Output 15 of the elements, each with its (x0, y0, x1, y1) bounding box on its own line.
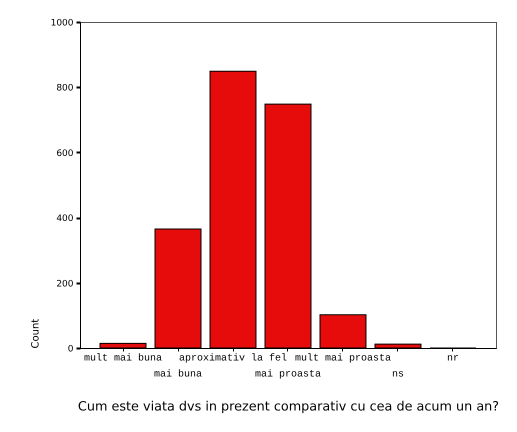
y-tick-label: 200 (56, 279, 74, 290)
y-tick-label: 400 (56, 214, 74, 224)
x-tick-label: mult mai buna (84, 352, 162, 364)
y-tick-label: 600 (56, 148, 74, 159)
x-tick-label: mai buna (154, 368, 202, 380)
x-tick-label: aproximativ la fel (178, 352, 288, 364)
x-tick-label: mult mai proasta (294, 352, 392, 364)
x-tick-label: nr (446, 354, 459, 364)
y-axis-title: Count (30, 318, 42, 348)
y-tick-label: 800 (56, 84, 74, 94)
x-tick-label: mai proasta (254, 368, 322, 380)
x-tick-label: ns (392, 370, 404, 380)
y-tick-label: 0 (68, 344, 74, 354)
x-axis-title: Cum este viata dvs in prezent comparativ cu cea de acum un an? (78, 400, 500, 414)
y-tick-label: 1000 (50, 18, 74, 28)
